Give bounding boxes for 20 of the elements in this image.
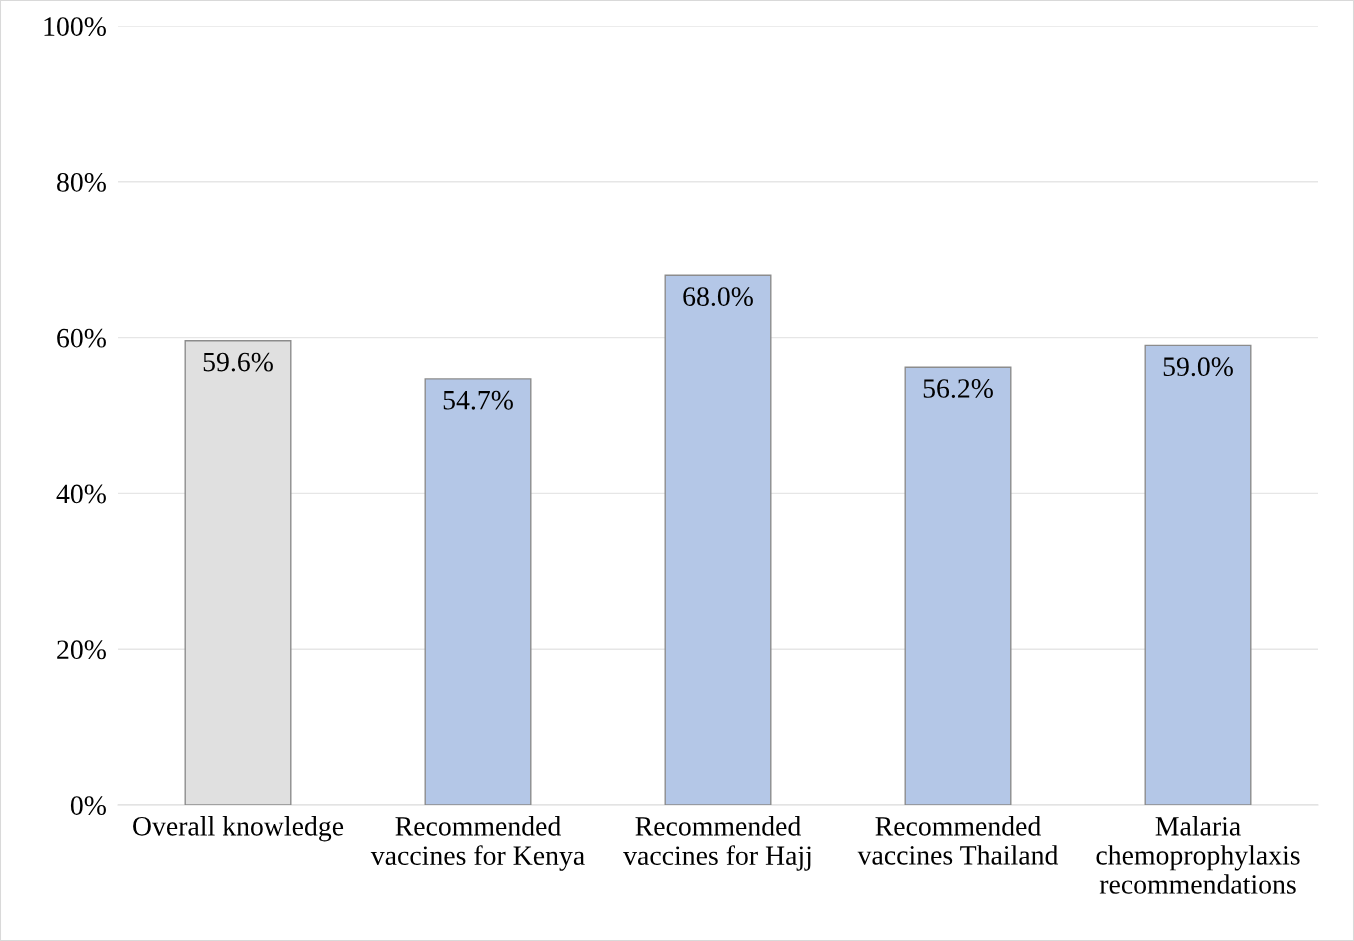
y-tick-label: 0% <box>70 796 106 815</box>
x-tick-label: Recommended vaccines for Hajj <box>623 816 811 871</box>
y-tick-label: 40% <box>56 484 106 504</box>
x-tick-label: Recommended vaccines for Kenya <box>370 816 585 871</box>
bar <box>904 366 1012 805</box>
data-label: 54.7% <box>443 390 513 410</box>
x-tick-label: Recommended vaccines Thailand <box>857 816 1059 865</box>
bar <box>664 274 772 805</box>
data-label: 68.0% <box>683 287 753 307</box>
bar <box>424 378 532 805</box>
data-label: 59.0% <box>1163 357 1233 377</box>
data-label: 56.2% <box>923 379 993 398</box>
data-label: 59.6% <box>203 352 273 372</box>
y-tick-label: 20% <box>57 640 106 660</box>
y-tick-label: 100% <box>44 17 106 36</box>
y-tick-label: 60% <box>57 328 106 348</box>
y-tick-label: 80% <box>57 172 106 192</box>
x-tick-label: Malaria chemoprophylaxis recommendations <box>1096 816 1300 894</box>
bar <box>1144 344 1252 805</box>
x-tick-label: Overall knowledge <box>133 816 344 842</box>
